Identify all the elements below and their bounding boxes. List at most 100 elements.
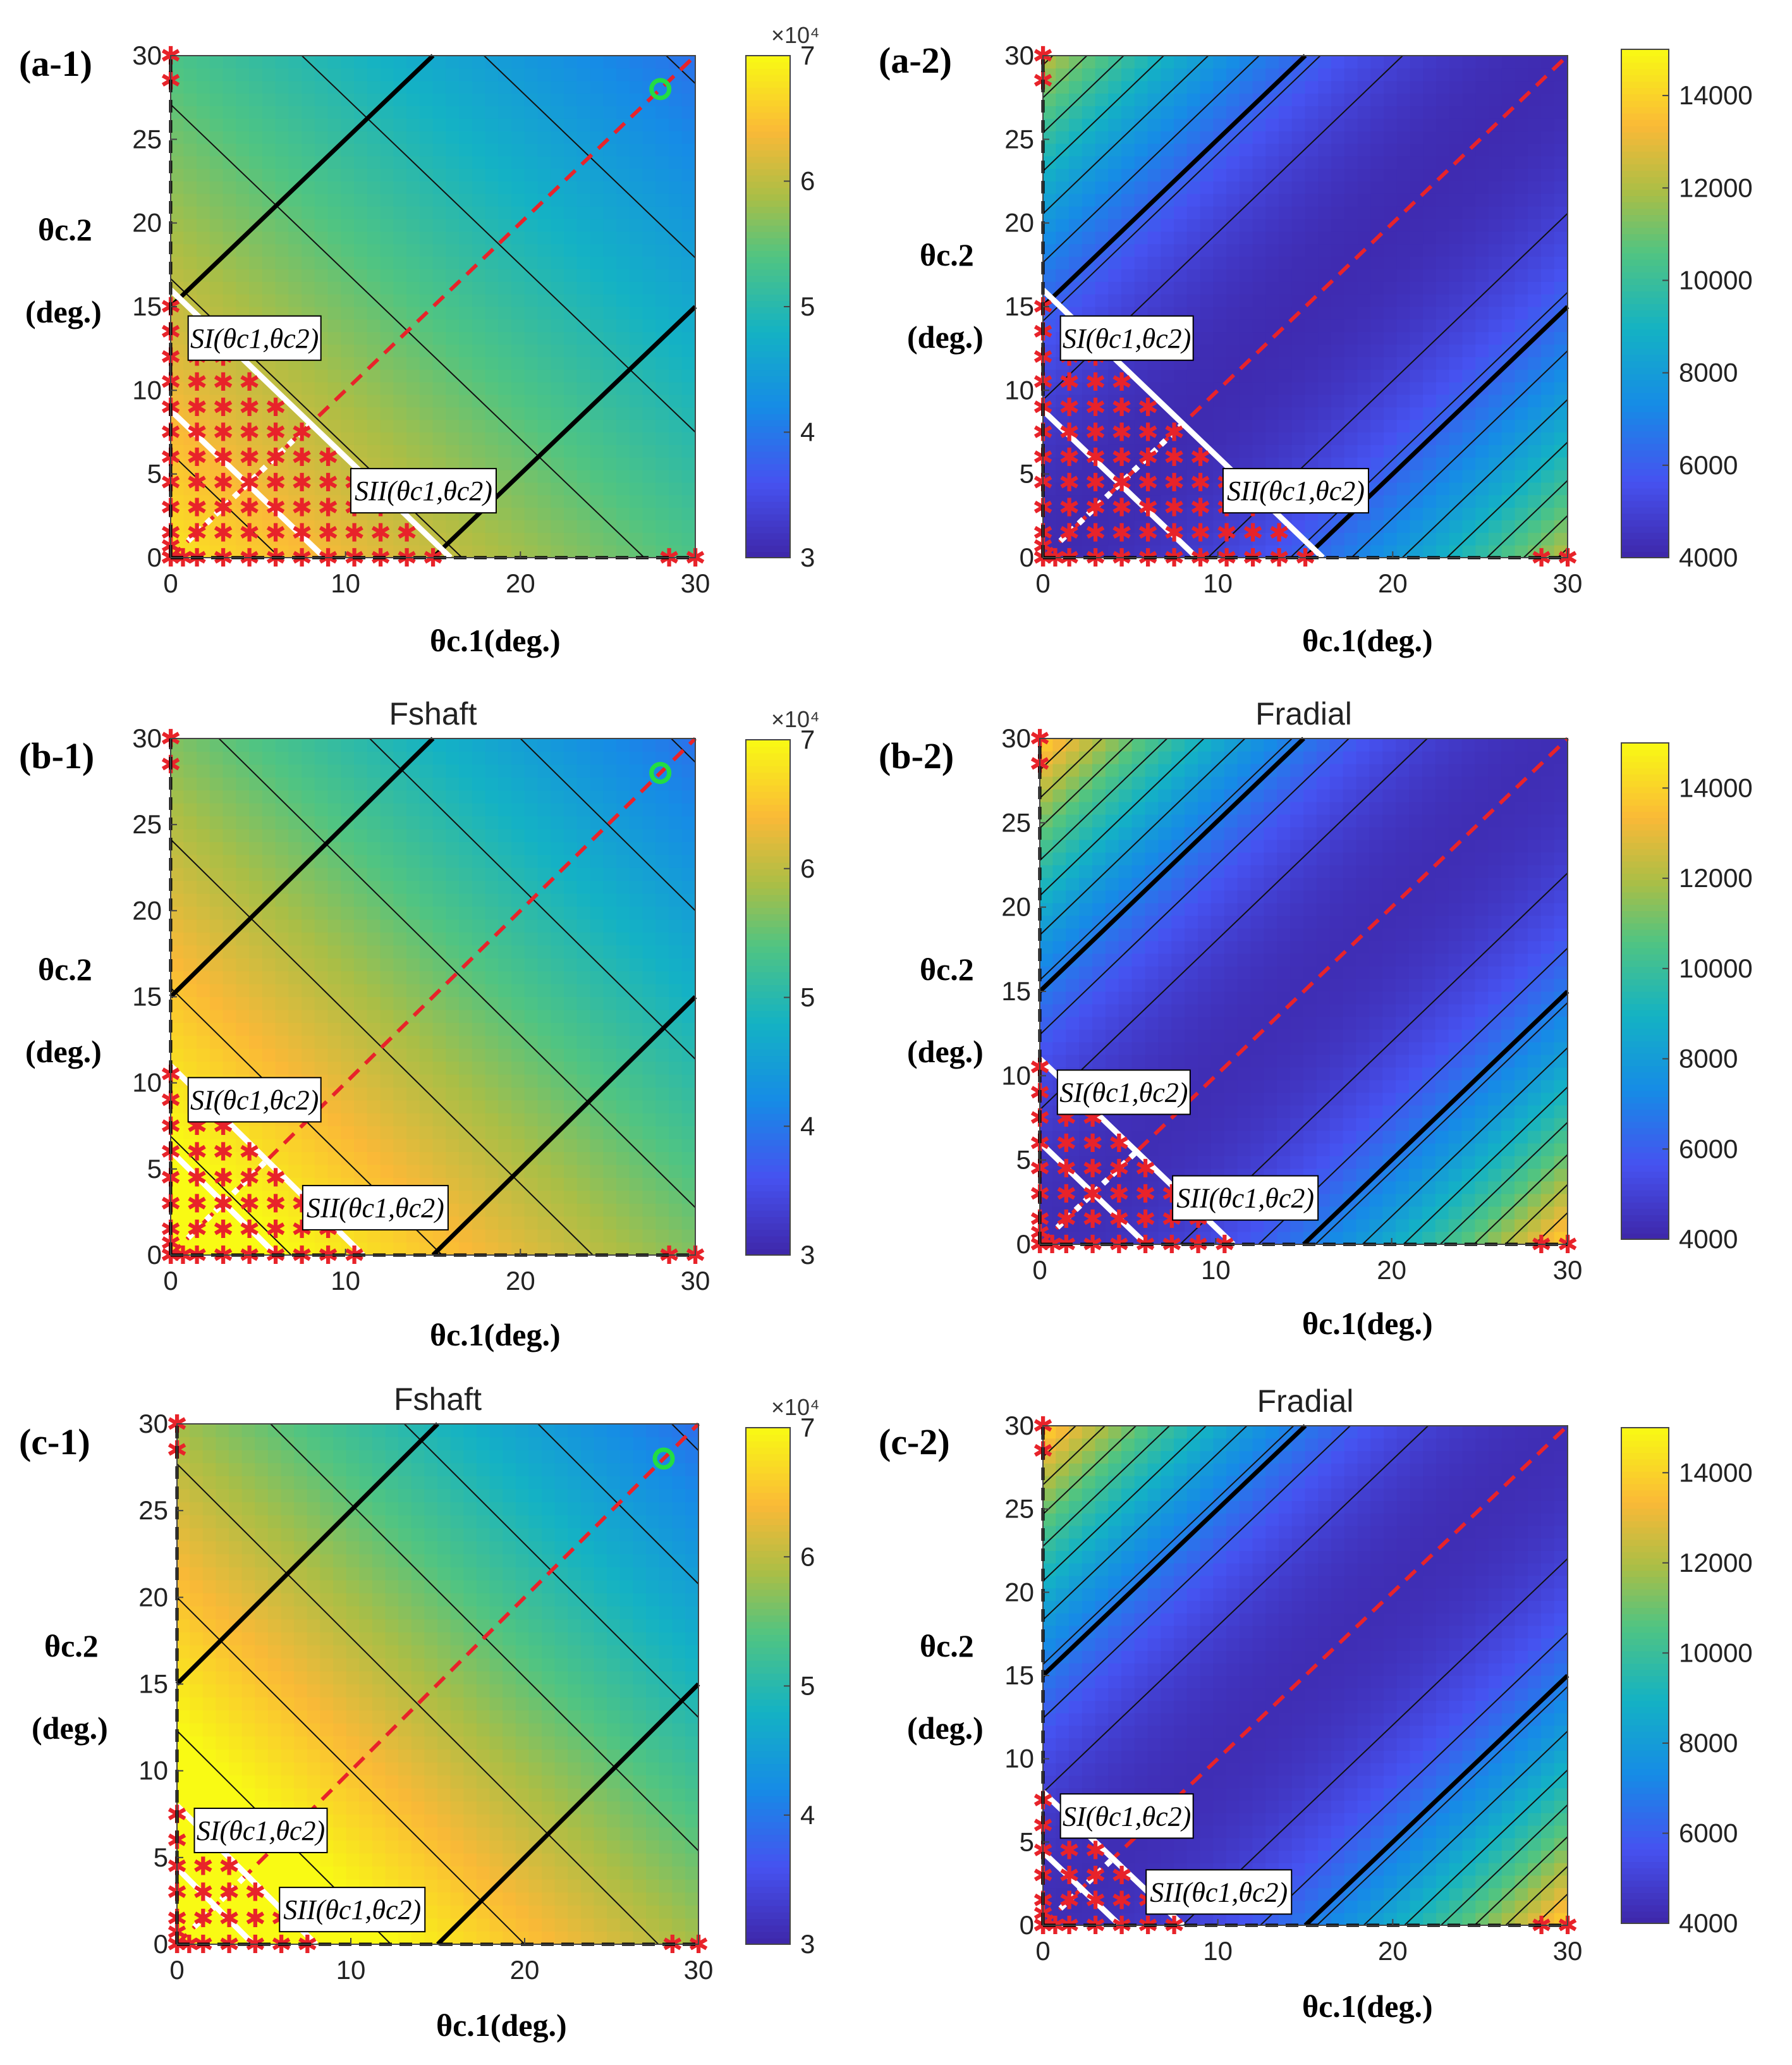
contour-cell [314,293,329,307]
star-marker: ✱ [1059,419,1080,448]
contour-cell [1318,218,1332,232]
contour-cell [459,218,473,232]
contour-cell [1147,55,1162,69]
contour-cell [642,156,657,169]
contour-cell [1501,544,1516,558]
contour-cell [498,880,512,894]
contour-cell [380,193,394,207]
contour-cell [1108,256,1122,269]
contour-cell [1501,507,1516,520]
contour-cell [1528,507,1542,520]
y-tick-label: 20 [132,208,162,238]
contour-cell [367,1035,381,1049]
contour-cell [1357,519,1372,533]
contour-cell [1515,243,1529,257]
contour-cell [367,457,381,470]
contour-cell [1042,193,1057,207]
contour-cell [1396,407,1411,420]
contour-cell [1344,268,1358,282]
contour-cell [485,168,499,181]
contour-cell [498,738,512,752]
contour-cell [1082,156,1096,169]
contour-cell [354,983,368,997]
contour-cell [1357,281,1372,295]
contour-cell [262,841,276,855]
contour-cell [432,906,447,920]
contour-cell [1291,218,1306,232]
contour-cell [576,957,591,972]
contour-cell [1279,444,1293,458]
contour-cell [590,1229,604,1243]
contour-cell [380,1242,394,1256]
contour-cell [498,181,512,194]
contour-cell [537,1216,552,1230]
contour-cell [249,532,263,546]
contour-cell [1095,80,1109,94]
contour-cell [616,394,630,408]
colorbar-segment [746,338,790,345]
contour-cell [524,369,539,383]
contour-cell [197,256,210,269]
contour-cell [1279,218,1293,232]
contour-cell [1541,181,1555,194]
contour-cell [446,841,460,855]
contour-cell [406,331,420,345]
colorbar-segment [746,526,790,534]
contour-cell [197,790,210,804]
contour-cell [1541,344,1555,357]
contour-cell [681,130,696,144]
contour-cell [1265,319,1279,333]
contour-cell [222,828,237,842]
contour-cell [524,381,539,395]
contour-cell [590,105,604,119]
contour-cell [1318,356,1332,370]
contour-cell [367,738,381,752]
contour-cell [669,419,683,432]
contour-cell [1475,419,1489,432]
contour-cell [302,1151,315,1165]
contour-cell [1357,55,1372,69]
contour-cell [419,293,434,307]
contour-cell [485,776,499,791]
contour-cell [419,841,434,855]
contour-cell [642,407,657,420]
contour-cell [367,168,381,181]
colorbar-segment [1621,150,1669,158]
contour-cell [1213,407,1227,420]
contour-cell [380,243,394,257]
contour-cell [1528,218,1542,232]
contour-cell [511,80,525,94]
colorbar-segment [1621,68,1669,76]
contour-cell [367,1151,381,1165]
contour-cell [1423,356,1437,370]
contour-cell [459,80,473,94]
contour-cell [1501,130,1516,144]
contour-cell [314,168,329,181]
colorbar-segment [1621,87,1669,95]
contour-cell [446,181,460,194]
contour-cell [1200,130,1214,144]
contour-cell [1515,369,1529,383]
contour-cell [1161,118,1174,132]
contour-cell [485,444,499,458]
contour-cell [262,983,276,997]
contour-cell [498,1086,512,1101]
contour-cell [1410,394,1424,408]
colorbar-segment [746,269,790,276]
contour-cell [1161,105,1174,119]
contour-cell [524,482,539,496]
contour-cell [551,407,564,420]
contour-cell [459,369,473,383]
contour-cell [1357,532,1372,546]
contour-cell [681,457,696,470]
contour-cell [485,751,499,765]
contour-cell [419,394,434,408]
contour-cell [1515,519,1529,533]
contour-cell [537,268,552,282]
contour-cell [1449,218,1463,232]
contour-cell [1384,419,1398,432]
contour-cell [197,532,210,546]
contour-cell [551,469,564,483]
contour-cell [1515,156,1529,169]
contour-cell [576,1164,591,1178]
